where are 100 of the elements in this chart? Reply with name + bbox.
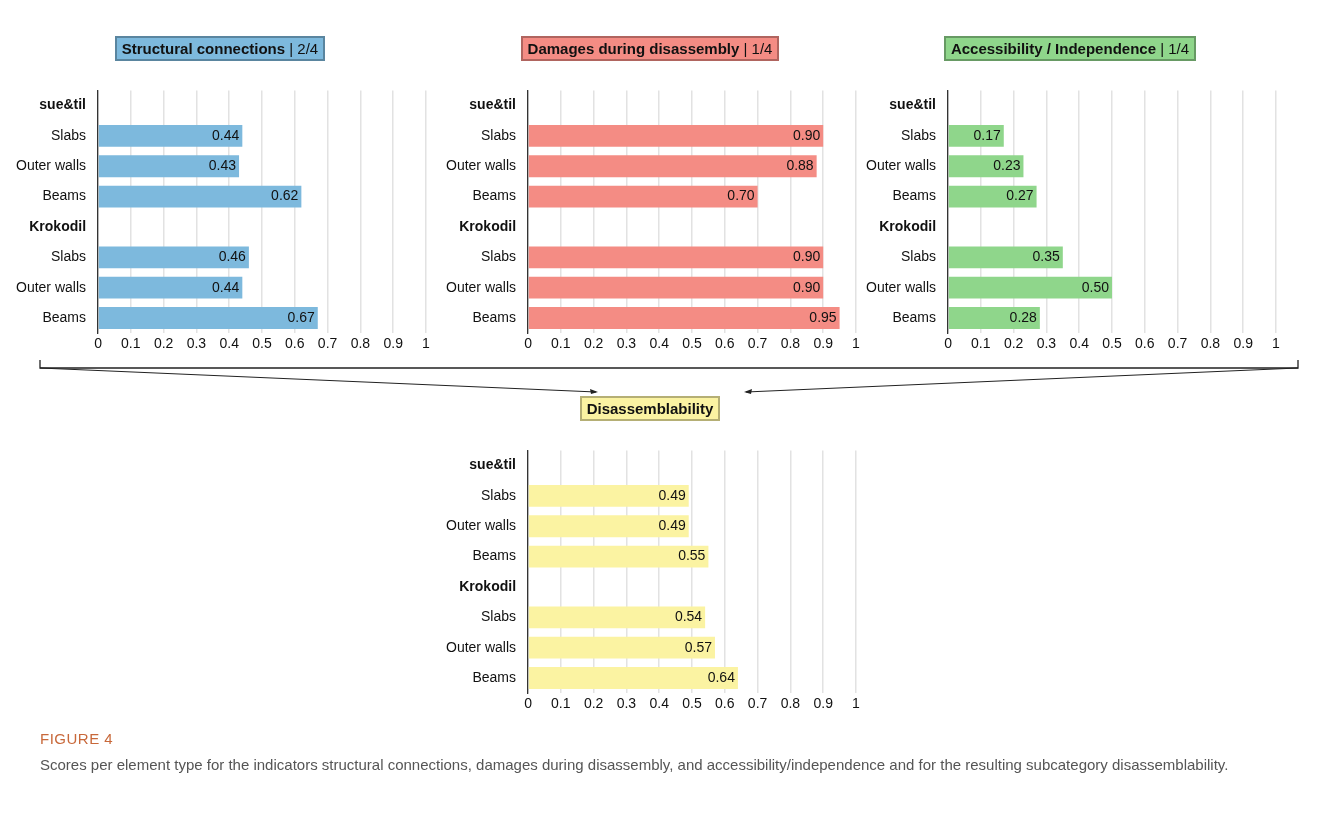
y-tick-label: sue&til: [469, 96, 517, 113]
data-label: 0.17: [973, 126, 1001, 143]
data-label: 0.46: [218, 248, 247, 265]
data-label: 0.67: [287, 308, 315, 325]
bar: [948, 307, 1040, 329]
x-tick-label: 0.6: [715, 335, 735, 352]
text: Scores per element type for the indicators structural connections, damages during disassembly, and accessibility/independence and for the resulting subcategory disassemblability.: [40, 755, 1230, 775]
x-tick-label: 0.6: [1135, 335, 1155, 352]
bar: [528, 125, 824, 147]
y-tick-label: Beams: [472, 187, 517, 204]
bar: [948, 276, 1113, 299]
bar: [98, 276, 243, 299]
bar: [528, 307, 840, 329]
y-tick-label: Krokodil: [459, 577, 517, 594]
y-tick-label: Outer walls: [15, 278, 87, 295]
bar: [98, 125, 243, 147]
x-tick-label: 0.8: [780, 335, 801, 352]
bar: [528, 667, 738, 689]
data-label: 0.44: [212, 126, 240, 143]
x-tick-label: 0: [524, 335, 533, 352]
x-tick-label: 0.1: [121, 335, 141, 352]
data-label: 0.35: [1032, 248, 1061, 265]
x-tick-label: 0.8: [1200, 335, 1221, 352]
x-tick-label: 1: [422, 335, 431, 352]
data-label: 0.54: [674, 608, 703, 625]
x-tick-label: 0.5: [682, 695, 702, 712]
y-tick-label: Outer walls: [445, 278, 517, 295]
x-tick-label: 0.9: [813, 695, 834, 712]
bar: [528, 606, 706, 629]
data-label: 0.70: [727, 187, 755, 204]
y-tick-label: Outer walls: [445, 638, 517, 655]
x-tick-label: 0.6: [715, 695, 735, 712]
data-label: 0.44: [212, 278, 240, 295]
y-tick-label: Slabs: [900, 126, 937, 143]
data-label: 0.90: [792, 278, 821, 295]
bar: [948, 246, 1063, 269]
bar: [528, 636, 715, 659]
chart-title: Damages during disassembly | 1/4: [520, 36, 780, 61]
data-label: 0.49: [658, 517, 686, 534]
x-tick-label: 0.8: [780, 695, 801, 712]
x-tick-label: 1: [1272, 335, 1281, 352]
y-tick-label: Outer walls: [865, 278, 937, 295]
y-tick-label: Beams: [472, 547, 517, 564]
x-tick-label: 0.9: [1233, 335, 1254, 352]
x-tick-label: 0.1: [971, 335, 991, 352]
data-label: 0.62: [271, 187, 299, 204]
data-label: 0.90: [792, 126, 821, 143]
data-label: 0.50: [1081, 278, 1110, 295]
y-tick-label: Beams: [892, 308, 937, 325]
bar: [528, 246, 824, 269]
y-tick-label: Slabs: [480, 608, 517, 625]
y-tick-label: sue&til: [889, 96, 937, 113]
y-tick-label: Beams: [472, 668, 517, 685]
y-tick-label: Beams: [42, 187, 87, 204]
y-tick-label: Slabs: [480, 126, 517, 143]
y-tick-label: Slabs: [50, 248, 87, 265]
bar: [528, 276, 824, 299]
x-tick-label: 0.9: [813, 335, 834, 352]
y-tick-label: Krokodil: [29, 217, 87, 234]
x-tick-label: 0.4: [649, 335, 670, 352]
caption: FIGURE 4: [40, 730, 114, 747]
x-tick-label: 1: [852, 695, 861, 712]
bar: [528, 515, 689, 538]
y-tick-label: Slabs: [50, 126, 87, 143]
x-tick-label: 0.9: [383, 335, 404, 352]
y-tick-label: Outer walls: [15, 157, 87, 174]
x-tick-label: 0.5: [682, 335, 702, 352]
chart-title: Disassemblability: [586, 400, 714, 417]
x-tick-label: 0.6: [285, 335, 305, 352]
bar: [528, 485, 689, 507]
x-tick-label: 0.7: [747, 335, 768, 352]
bar: [528, 155, 817, 178]
chart-title: Accessibility / Independence | 1/4: [943, 36, 1197, 61]
x-tick-label: 0: [524, 695, 533, 712]
x-tick-label: 0.3: [616, 695, 637, 712]
bar: [98, 246, 249, 269]
x-tick-label: 0.1: [551, 335, 571, 352]
x-tick-label: 0.3: [616, 335, 637, 352]
x-tick-label: 0.3: [186, 335, 207, 352]
y-tick-label: Slabs: [900, 248, 937, 265]
data-label: 0.95: [809, 308, 837, 325]
data-label: 0.23: [993, 157, 1021, 174]
y-tick-label: Beams: [472, 308, 517, 325]
y-tick-label: sue&til: [469, 456, 517, 473]
data-label: 0.90: [792, 248, 821, 265]
x-tick-label: 0.7: [317, 335, 338, 352]
x-tick-label: 0.5: [252, 335, 272, 352]
data-label: 0.64: [707, 668, 736, 685]
x-tick-label: 0: [944, 335, 953, 352]
x-tick-label: 0.4: [1069, 335, 1090, 352]
y-tick-label: Outer walls: [865, 157, 937, 174]
bar: [98, 307, 318, 329]
bar: [528, 185, 758, 208]
y-tick-label: Krokodil: [879, 217, 937, 234]
bar: [948, 125, 1004, 147]
chart-title: Structural connections | 2/4: [114, 36, 326, 61]
x-tick-label: 0.2: [1003, 335, 1024, 352]
bar: [528, 545, 709, 568]
y-tick-label: sue&til: [39, 96, 87, 113]
x-tick-label: 0.7: [747, 695, 768, 712]
